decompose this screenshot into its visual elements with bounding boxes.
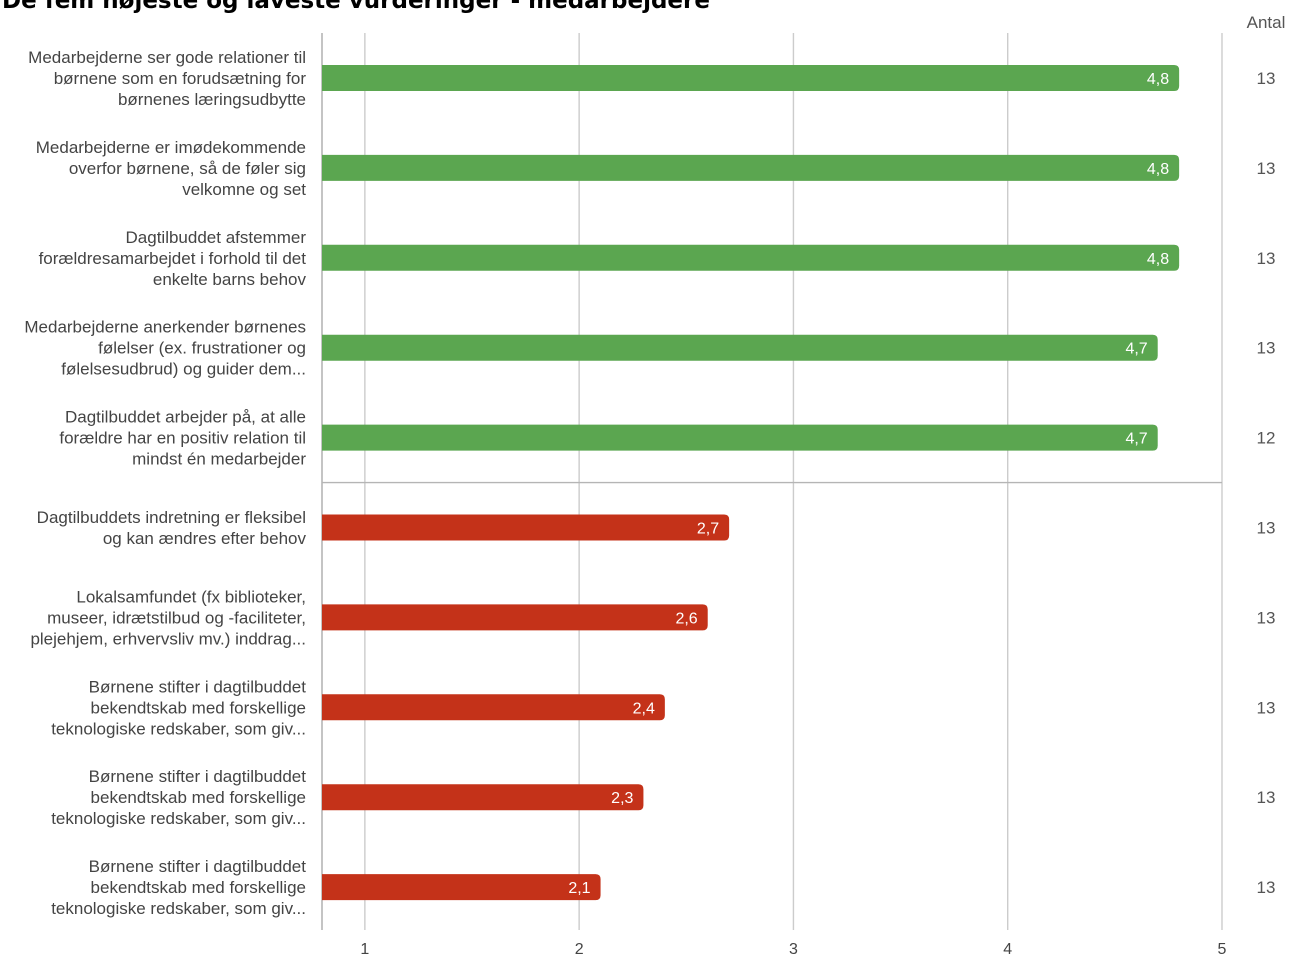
count-value: 13 [1257, 608, 1276, 627]
category-label: forældre har en positiv relation til [59, 429, 306, 448]
bar-value-label: 2,3 [611, 790, 633, 807]
bar-value-label: 2,1 [568, 880, 590, 897]
category-label: Medarbejderne anerkender børnenes [24, 318, 306, 337]
category-label: teknologiske redskaber, som giv... [51, 809, 306, 828]
category-label: Dagtilbuddet afstemmer [126, 228, 307, 247]
category-label: og kan ændres efter behov [103, 529, 307, 548]
chart-title: De fem højeste og laveste vurderinger - … [2, 0, 710, 14]
x-tick-label: 2 [575, 941, 584, 956]
bar [322, 424, 1158, 451]
category-label: børnenes læringsudbytte [118, 90, 306, 109]
x-tick-label: 4 [1003, 941, 1012, 956]
category-label: bekendtskab med forskellige [91, 878, 306, 897]
count-value: 13 [1257, 159, 1276, 178]
category-label: Børnene stifter i dagtilbuddet [89, 767, 307, 786]
category-label: overfor børnene, så de føler sig [69, 159, 306, 178]
count-value: 13 [1257, 519, 1276, 538]
count-value: 13 [1257, 69, 1276, 88]
bar [322, 694, 665, 721]
category-label: følelsesudbrud) og guider dem... [61, 360, 306, 379]
bar-value-label: 4,8 [1147, 161, 1169, 178]
x-tick-label: 3 [789, 941, 798, 956]
bar [322, 514, 730, 541]
category-label: Børnene stifter i dagtilbuddet [89, 857, 307, 876]
category-label: mindst én medarbejder [132, 450, 306, 469]
bar-value-label: 2,6 [675, 610, 697, 627]
bar [322, 334, 1158, 361]
category-label: velkomne og set [182, 180, 306, 199]
x-tick-label: 5 [1218, 941, 1227, 956]
bar-value-label: 2,7 [697, 521, 719, 538]
category-label: museer, idrætstilbud og -faciliteter, [47, 608, 306, 627]
count-value: 13 [1257, 339, 1276, 358]
category-label: forældresamarbejdet i forhold til det [39, 249, 307, 268]
bar-value-label: 2,4 [633, 700, 655, 717]
bar [322, 154, 1180, 181]
category-label: teknologiske redskaber, som giv... [51, 899, 306, 918]
bar-value-label: 4,7 [1125, 431, 1147, 448]
category-label: teknologiske redskaber, som giv... [51, 719, 306, 738]
bars: 4,8 4,8 4,8 4,7 4,7 2,7 2,6 2,4 2,3 2,1 [322, 65, 1180, 901]
count-column: 13 13 13 13 12 13 13 13 13 13 [1257, 69, 1276, 897]
category-label: Medarbejderne er imødekommende [36, 138, 306, 157]
category-label: Dagtilbuddet arbejder på, at alle [65, 408, 306, 427]
x-axis-ticks: 1 2 3 4 5 [360, 941, 1226, 956]
category-label: plejehjem, erhvervsliv mv.) inddrag... [30, 629, 306, 648]
bar-value-label: 4,8 [1147, 71, 1169, 88]
bar-value-label: 4,7 [1125, 341, 1147, 358]
bar-value-label: 4,8 [1147, 251, 1169, 268]
count-value: 13 [1257, 698, 1276, 717]
x-tick-label: 1 [360, 941, 369, 956]
category-label: Medarbejderne ser gode relationer til [28, 48, 306, 67]
category-labels: Medarbejderne ser gode relationer til bør… [24, 48, 306, 918]
category-label: følelser (ex. frustrationer og [98, 339, 306, 358]
category-label: børnene som en forudsætning for [54, 69, 307, 88]
bar [322, 784, 644, 811]
category-label: Dagtilbuddets indretning er fleksibel [37, 508, 306, 527]
category-label: bekendtskab med forskellige [91, 788, 306, 807]
category-label: enkelte barns behov [153, 270, 307, 289]
bar [322, 604, 708, 631]
bar [322, 874, 601, 901]
count-value: 13 [1257, 249, 1276, 268]
category-label: bekendtskab med forskellige [91, 698, 306, 717]
bar [322, 244, 1180, 271]
count-column-header: Antal [1247, 13, 1286, 32]
category-label: Børnene stifter i dagtilbuddet [89, 677, 307, 696]
count-value: 12 [1257, 429, 1276, 448]
count-value: 13 [1257, 878, 1276, 897]
bar [322, 65, 1180, 91]
gridlines [321, 33, 1223, 930]
category-label: Lokalsamfundet (fx biblioteker, [76, 587, 306, 606]
count-value: 13 [1257, 788, 1276, 807]
